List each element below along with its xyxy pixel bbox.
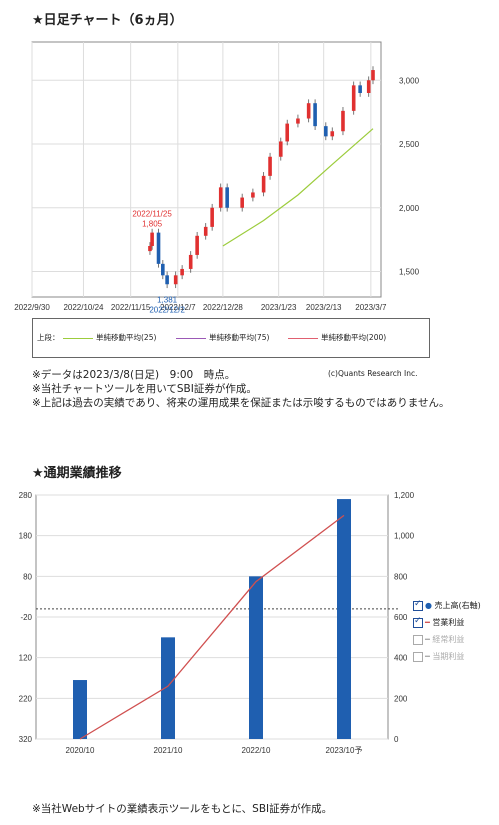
candle-body (371, 70, 375, 81)
left-axis-tick: 320 (19, 735, 33, 744)
candle-body (278, 141, 283, 157)
left-axis-tick: 80 (23, 572, 32, 581)
daily-y-tick: 2,000 (399, 204, 420, 213)
candle-body (195, 235, 199, 255)
right-axis-tick: 600 (394, 613, 408, 622)
right-axis-tick: 400 (394, 654, 408, 663)
right-axis-tick: 0 (394, 735, 399, 744)
candle-body (313, 103, 317, 127)
candle-body (180, 268, 184, 276)
results-x-tick: 2021/10 (154, 746, 183, 755)
legend-sales[interactable]: ● 売上高(右軸) (413, 599, 481, 611)
daily-x-tick: 2023/3/7 (355, 303, 387, 312)
daily-chart-legend: 上段： 単純移動平均(25) 単純移動平均(75) 単純移動平均(200) (32, 318, 430, 358)
sales-bar (73, 680, 87, 739)
candle-body (358, 85, 362, 93)
legend-prefix: 上段： (37, 333, 60, 342)
high-date-label: 2022/11/25 (132, 210, 172, 219)
candle-body (150, 232, 154, 246)
candle-body (341, 110, 345, 132)
daily-x-tick: 2022/12/7 (160, 303, 196, 312)
right-axis-tick: 200 (394, 694, 408, 703)
candle-body (165, 275, 169, 285)
legend-ma75: 単純移動平均(75) (176, 332, 269, 343)
daily-x-tick: 2022/11/15 (111, 303, 151, 312)
note-tool: ※当社チャートツールを用いてSBI証券が作成。 (32, 383, 257, 395)
candle-body (330, 131, 335, 137)
candle-body (285, 123, 290, 142)
note-results-source: ※当社Webサイトの業績表示ツールをもとに、SBI証券が作成。 (32, 803, 333, 815)
candle-body (210, 207, 214, 227)
candle-body (306, 103, 311, 119)
candle-body (148, 246, 152, 252)
note-data-time: ※データは2023/3/8(日足) 9:00 時点。 (32, 369, 236, 381)
legend-operating-profit[interactable]: ━ 営業利益 (413, 616, 464, 628)
note-disclaimer: ※上記は過去の実績であり、将来の運用成果を保証または示唆するものではありません。 (32, 397, 450, 409)
high-value-label: 1,805 (142, 220, 163, 229)
sales-bar (337, 499, 351, 739)
left-axis-tick: 220 (19, 694, 33, 703)
left-axis-tick: 120 (19, 654, 33, 663)
daily-x-tick: 2022/9/30 (14, 303, 50, 312)
daily-y-tick: 2,500 (399, 140, 420, 149)
candle-body (324, 126, 328, 137)
candle-body (251, 192, 255, 198)
candle-body (161, 263, 165, 276)
daily-y-tick: 1,500 (399, 268, 420, 277)
candle-body (203, 226, 208, 236)
candle-body (240, 197, 244, 208)
results-x-tick: 2020/10 (66, 746, 95, 755)
daily-plot-frame (31, 41, 382, 298)
legend-ma25: 単純移動平均(25) (63, 332, 156, 343)
left-axis-tick: 280 (19, 491, 33, 500)
daily-chart-title: ★日足チャート（6ヵ月） (32, 13, 183, 28)
candle-body (366, 80, 371, 93)
left-axis-tick: 180 (19, 532, 33, 541)
results-x-tick: 2022/10 (242, 746, 271, 755)
operating-profit-line (79, 514, 345, 740)
ma25-line (222, 128, 374, 247)
left-axis-tick: -20 (20, 613, 32, 622)
candle-body (173, 275, 178, 285)
candle-body (225, 187, 229, 208)
results-chart: 1,200 280 1,000 180 800 80 600 -20 400 120 200 220 0… (19, 491, 415, 755)
right-axis-tick: 1,000 (394, 532, 415, 541)
right-axis-tick: 800 (394, 572, 408, 581)
candle-body (351, 85, 356, 111)
legend-ma200: 単純移動平均(200) (288, 332, 386, 343)
daily-x-tick: 2023/1/23 (261, 303, 297, 312)
daily-x-tick: 2023/2/13 (306, 303, 342, 312)
sales-bar (249, 576, 263, 739)
results-x-tick: 2023/10予 (326, 746, 363, 755)
candle-body (296, 118, 300, 124)
right-axis-tick: 1,200 (394, 491, 415, 500)
sales-bar (161, 637, 175, 739)
candle-body (261, 175, 266, 193)
legend-ordinary-profit[interactable]: ━ 経常利益 (413, 634, 464, 645)
legend-net-profit[interactable]: ━ 当期利益 (413, 651, 464, 662)
low-date-label: 2022/12/2 (149, 306, 185, 315)
candle-body (268, 156, 272, 176)
candle-body (156, 232, 161, 264)
chart-credit: (c)Quants Research Inc. (328, 369, 418, 378)
candle-body (218, 187, 223, 208)
candle-body (188, 254, 193, 269)
low-value-label: 1,381 (157, 296, 178, 305)
daily-x-tick: 2022/10/24 (63, 303, 104, 312)
daily-y-tick: 3,000 (399, 76, 420, 85)
results-chart-title: ★通期業績推移 (32, 466, 122, 481)
daily-chart: 3,000 2,500 2,000 1,500 2022/9/30 2022/10/24 2… (14, 41, 420, 315)
daily-x-tick: 2022/12/28 (203, 303, 244, 312)
